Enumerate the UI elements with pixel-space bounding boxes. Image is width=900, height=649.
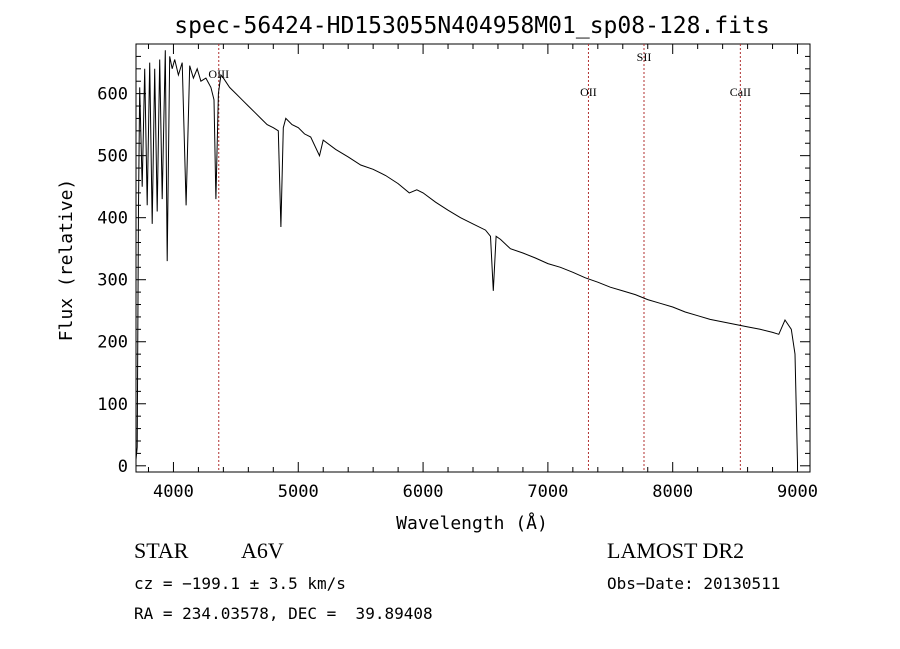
line-marker-label: OII: [580, 85, 597, 99]
y-tick-label: 400: [97, 209, 128, 229]
line-marker-label: SII: [637, 50, 652, 64]
y-tick-label: 100: [97, 395, 128, 415]
x-axis-label: Wavelength (Å): [396, 512, 548, 534]
x-tick-label: 9000: [777, 482, 818, 502]
object-subclass: A6V: [241, 538, 284, 563]
y-tick-label: 600: [97, 85, 128, 105]
line-marker-label: CaII: [730, 85, 751, 99]
coordinates: RA = 234.03578, DEC = 39.89408: [134, 604, 433, 623]
x-tick-label: 4000: [153, 482, 194, 502]
redshift-value: cz = −199.1 ± 3.5 km/s: [134, 574, 346, 593]
x-axis-ticks: 4000 5000 6000 7000 8000 9000: [147, 44, 818, 502]
x-tick-label: 8000: [652, 482, 693, 502]
spectral-line-markers: OIII OII SII CaII: [208, 44, 751, 472]
y-tick-label: 500: [97, 147, 128, 167]
x-tick-label: 6000: [403, 482, 444, 502]
plot-frame: [135, 43, 811, 473]
y-tick-label: 0: [118, 457, 128, 477]
y-axis-ticks: 0 100 200 300 400 500 600: [97, 55, 810, 477]
y-axis-label: Flux (relative): [56, 179, 77, 342]
spectrum-line: [135, 50, 798, 463]
observation-date: Obs−Date: 20130511: [607, 574, 781, 593]
chart-title: spec-56424-HD153055N404958M01_sp08-128.f…: [174, 13, 769, 39]
x-tick-label: 7000: [527, 482, 568, 502]
line-marker-label: OIII: [208, 67, 229, 81]
object-class: STAR: [134, 538, 189, 563]
spectrum-plot: spec-56424-HD153055N404958M01_sp08-128.f…: [56, 13, 818, 534]
y-tick-label: 300: [97, 271, 128, 291]
x-tick-label: 5000: [278, 482, 319, 502]
y-tick-label: 200: [97, 333, 128, 353]
survey-name: LAMOST DR2: [607, 538, 745, 563]
